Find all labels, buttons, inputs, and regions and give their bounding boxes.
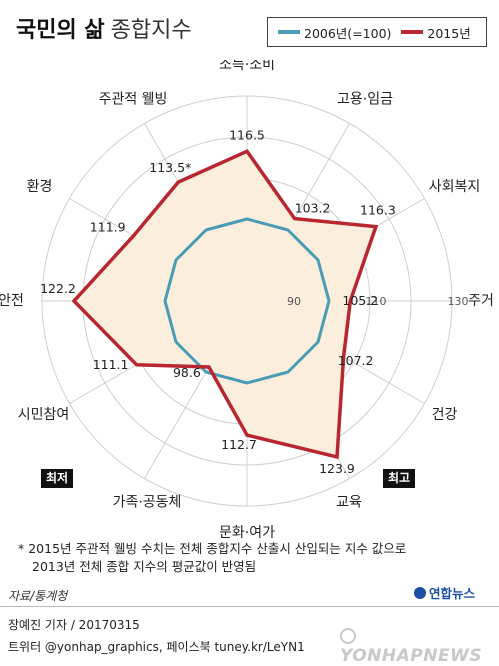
chart-title: 국민의 삶 종합지수 bbox=[16, 12, 192, 44]
axis-label: 사회복지 bbox=[429, 179, 481, 195]
value-label: 98.6 bbox=[173, 365, 201, 380]
ring-label: 90 bbox=[287, 295, 301, 308]
legend-label-2006: 2006년(=100) bbox=[304, 25, 392, 41]
lowest-chip: 최저 bbox=[41, 469, 74, 488]
yonhap-logo-icon bbox=[414, 586, 426, 599]
value-label: 105.2 bbox=[342, 293, 378, 308]
axis-label: 가족·공동체 bbox=[113, 495, 182, 511]
legend: 2006년(=100) 2015년 bbox=[267, 17, 487, 47]
axis-label: 주관적 웰빙 bbox=[99, 92, 168, 108]
footnote-line1: * 2015년 주관적 웰빙 수치는 전체 종합지수 산출시 산입되는 지수 값… bbox=[18, 541, 407, 556]
footnote-line2: 2013년 전체 종합 지수의 평균값이 반영됨 bbox=[32, 559, 257, 574]
radar-chart: 90 110 130 116.5 103.2 116.3 105.2 107.2 123.9 11… bbox=[0, 60, 494, 540]
value-label: 116.3 bbox=[360, 203, 396, 218]
value-label: 123.9 bbox=[319, 461, 355, 476]
highest-chip: 최고 bbox=[383, 469, 416, 488]
byline: 장예진 기자 / 20170315 bbox=[8, 618, 140, 632]
watermark-text: YONHAPNEWS bbox=[340, 646, 483, 666]
source-text: 자료/통계청 bbox=[8, 589, 68, 603]
yonhap-logo-text: 연합뉴스 bbox=[429, 586, 476, 601]
yonhap-logo: 연합뉴스 bbox=[414, 583, 475, 602]
legend-swatch-2015 bbox=[401, 30, 424, 34]
watermark-icon bbox=[340, 628, 356, 644]
value-label: 111.1 bbox=[93, 357, 129, 372]
axis-label: 고용·임금 bbox=[337, 92, 393, 108]
ring-label: 130 bbox=[448, 295, 469, 308]
value-label: 103.2 bbox=[295, 201, 331, 216]
radar-series bbox=[71, 149, 379, 460]
series-2015-line bbox=[71, 149, 379, 460]
value-label: 113.5* bbox=[149, 160, 191, 175]
axis-label: 건강 bbox=[432, 407, 458, 423]
legend-swatch-2006 bbox=[278, 30, 300, 34]
axis-label: 시민참여 bbox=[18, 407, 70, 423]
value-label: 107.2 bbox=[338, 353, 374, 368]
value-label: 111.9 bbox=[90, 220, 126, 235]
radar-labels: 90 110 130 116.5 103.2 116.3 105.2 107.2 123.9 11… bbox=[0, 60, 494, 540]
title-main: 국민의 삶 bbox=[16, 18, 105, 43]
axis-label: 주거 bbox=[468, 293, 494, 309]
axis-label: 교육 bbox=[336, 495, 362, 511]
axis-label: 문화·여가 bbox=[219, 525, 275, 540]
ring-label: 110 bbox=[366, 295, 387, 308]
legend-label-2015: 2015년 bbox=[427, 25, 471, 41]
series-2006-line bbox=[163, 217, 331, 385]
legend-item-2015: 2015년 bbox=[401, 23, 471, 42]
footnote: * 2015년 주관적 웰빙 수치는 전체 종합지수 산출시 산입되는 지수 값… bbox=[18, 540, 488, 576]
axis-label: 안전 bbox=[0, 293, 24, 309]
footer-divider bbox=[0, 606, 499, 607]
social-links: 트위터 @yonhap_graphics, 페이스북 tuney.kr/LeYN… bbox=[8, 640, 305, 654]
axis-label: 소득·소비 bbox=[219, 60, 275, 73]
watermark: YONHAPNEWS bbox=[340, 626, 499, 666]
value-label: 112.7 bbox=[221, 437, 257, 452]
series-2015-fill bbox=[74, 151, 376, 457]
value-label: 122.2 bbox=[40, 281, 76, 296]
legend-item-2006: 2006년(=100) bbox=[278, 23, 391, 42]
title-sub: 종합지수 bbox=[110, 18, 192, 43]
axis-label: 환경 bbox=[27, 179, 53, 195]
value-label: 116.5 bbox=[229, 127, 265, 142]
